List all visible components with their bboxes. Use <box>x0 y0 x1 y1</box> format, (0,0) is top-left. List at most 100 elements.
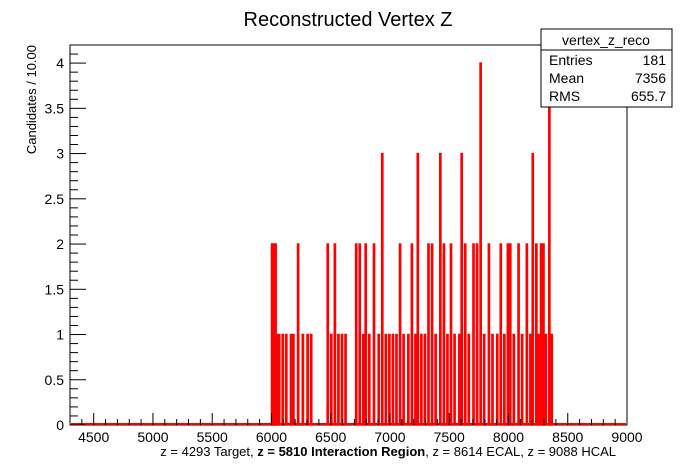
histogram-bar <box>472 243 475 426</box>
histogram-bar <box>479 62 482 426</box>
histogram-bar <box>467 333 471 426</box>
y-axis-label: Candidates / 10.00 <box>24 45 39 154</box>
histogram-bar <box>517 243 520 426</box>
histogram-bar <box>329 333 333 426</box>
histogram-bar <box>340 333 344 426</box>
histogram-bar <box>407 333 410 426</box>
stats-rms-value: 655.7 <box>631 88 666 104</box>
stats-box: vertex_z_reco Entries 181 Mean 7356 RMS … <box>540 28 673 108</box>
histogram-bar <box>475 243 479 426</box>
histogram-bar <box>508 243 512 426</box>
histogram-bar <box>499 243 503 426</box>
stats-entries-label: Entries <box>549 52 593 68</box>
histogram-bar <box>420 333 423 426</box>
histogram-bar <box>446 333 449 426</box>
stats-entries-value: 181 <box>643 52 667 68</box>
y-tick-label: 1.5 <box>45 281 65 297</box>
y-tick-label: 3 <box>56 146 64 162</box>
y-axis: 0 0.5 1 1.5 2 2.5 3 3.5 4 <box>45 44 86 433</box>
chart-title: Reconstructed Vertex Z <box>244 9 453 31</box>
histogram-bar <box>301 333 305 426</box>
histogram-bar <box>430 243 434 426</box>
y-tick-label: 2.5 <box>45 191 65 207</box>
histogram-bar <box>434 333 437 426</box>
x-tick-label: 8000 <box>493 429 524 445</box>
y-tick-label: 3.5 <box>45 100 65 116</box>
stats-box-frame <box>540 28 673 108</box>
y-tick-label: 2 <box>56 236 64 252</box>
histogram-bar <box>337 333 340 426</box>
histogram-bar <box>367 333 371 426</box>
histogram-bar <box>550 333 554 426</box>
y-tick-label: 1 <box>56 327 64 343</box>
y-tick-label: 0 <box>56 417 64 433</box>
histogram-bar <box>439 152 442 426</box>
histogram-bar <box>402 333 405 426</box>
histogram-bar <box>449 243 453 426</box>
histogram-bar <box>398 243 402 426</box>
histogram-bar <box>380 152 384 426</box>
histogram-bar <box>503 333 506 426</box>
histogram-bar <box>395 333 398 426</box>
histogram-bar <box>423 333 427 426</box>
histogram-bar <box>292 333 295 426</box>
stats-box-name: vertex_z_reco <box>562 32 650 48</box>
histogram-bar <box>442 243 446 426</box>
y-tick-label: 0.5 <box>45 372 65 388</box>
x-tick-label: 6000 <box>256 429 287 445</box>
stats-rms-label: RMS <box>549 88 580 104</box>
histogram-bar <box>495 333 499 426</box>
x-tick-label: 4500 <box>78 429 109 445</box>
histogram-bar <box>289 333 293 426</box>
histogram-bars <box>71 62 626 426</box>
stats-mean-value: 7356 <box>635 70 666 86</box>
histogram-bar <box>537 333 541 426</box>
histogram-bar <box>275 333 279 426</box>
x-axis-label-bold-part: z = 5810 Interaction Region <box>257 444 425 459</box>
x-tick-label: 5000 <box>137 429 168 445</box>
histogram-bar <box>416 152 420 426</box>
histogram-bar <box>344 333 347 426</box>
histogram-bar <box>333 243 337 426</box>
histogram-bar <box>388 333 391 426</box>
histogram-bar <box>460 152 464 426</box>
histogram-bar <box>391 333 395 426</box>
histogram-bar <box>361 333 365 426</box>
histogram-bar <box>520 333 524 426</box>
histogram-bar <box>453 333 456 426</box>
histogram-bar <box>358 243 362 426</box>
x-tick-label: 5500 <box>197 429 228 445</box>
histogram-bar <box>544 333 548 426</box>
histogram-bar <box>326 243 330 426</box>
histogram-bar <box>296 243 300 426</box>
histogram-bar <box>539 243 543 426</box>
histogram-bar <box>506 243 510 426</box>
histogram-bar <box>487 243 491 426</box>
histogram-bar <box>306 333 309 426</box>
histogram-bar <box>281 333 285 426</box>
histogram-bar <box>309 333 313 426</box>
histogram-bar <box>525 243 529 426</box>
x-axis-label: z = 4293 Target, z = 5810 Interaction Re… <box>160 444 616 459</box>
histogram-bar <box>377 333 381 426</box>
stats-mean-label: Mean <box>549 70 584 86</box>
histogram-bar <box>457 333 461 426</box>
histogram-bar <box>548 62 551 426</box>
histogram-bar <box>372 243 376 426</box>
histogram-bar <box>529 333 532 426</box>
x-tick-label: 7500 <box>434 429 465 445</box>
histogram-bar <box>410 243 414 426</box>
x-tick-label: 8500 <box>552 429 583 445</box>
x-tick-label: 6500 <box>315 429 346 445</box>
y-tick-label: 4 <box>56 55 64 71</box>
x-axis-label-part: z = 4293 Target, <box>160 444 257 459</box>
plot-frame <box>69 44 628 426</box>
histogram-bar <box>284 333 288 426</box>
histogram-bar <box>354 243 358 426</box>
histogram-bar <box>482 333 486 426</box>
histogram-bar <box>512 333 516 426</box>
histogram-bar <box>463 243 467 426</box>
x-tick-label: 9000 <box>611 429 642 445</box>
histogram-bar <box>427 243 430 426</box>
